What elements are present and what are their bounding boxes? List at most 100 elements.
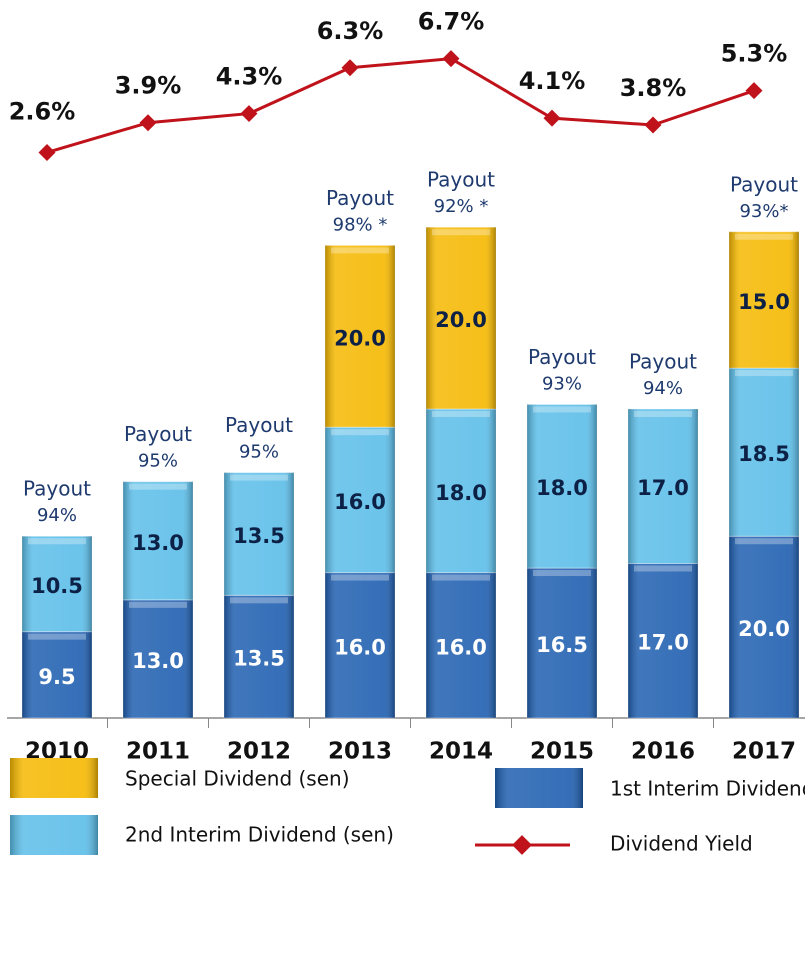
bar-bevel: [634, 410, 692, 417]
bar-shine: [325, 572, 395, 718]
bar-bevel: [28, 633, 86, 640]
data-label: 20.0: [738, 617, 790, 641]
bar-shine: [426, 408, 496, 573]
data-label: 16.0: [435, 635, 487, 659]
payout-label: 98% *: [333, 214, 388, 235]
legend-label: Dividend Yield: [610, 832, 753, 856]
data-label: 18.0: [536, 476, 588, 500]
data-label: 17.0: [637, 631, 689, 655]
payout-word: Payout: [629, 349, 697, 373]
payout-label: 95%: [239, 442, 279, 463]
line-marker: [139, 114, 157, 132]
bar-shine: [325, 427, 395, 573]
line-marker: [644, 116, 662, 134]
bar-bevel: [331, 429, 389, 436]
payout-word: Payout: [124, 422, 192, 446]
line-marker: [38, 143, 56, 161]
yield-label: 6.7%: [418, 8, 485, 36]
legend-shine: [10, 758, 98, 798]
bar-bevel: [230, 597, 288, 604]
data-label: 18.0: [435, 481, 487, 505]
data-label: 20.0: [435, 308, 487, 332]
bar-shine: [729, 536, 799, 718]
line-marker: [341, 59, 359, 77]
bar-bevel: [331, 247, 389, 254]
line-marker: [543, 109, 561, 127]
payout-label: 93%*: [739, 201, 788, 222]
legend-label: 1st Interim Dividend (sen): [610, 777, 805, 801]
bar-bevel: [129, 483, 187, 490]
data-label: 9.5: [38, 665, 75, 689]
yield-label: 6.3%: [317, 17, 384, 45]
data-label: 13.5: [233, 647, 285, 671]
bar-shine: [628, 563, 698, 718]
payout-word: Payout: [730, 172, 798, 196]
bar-bevel: [735, 370, 793, 377]
bar-shine: [729, 231, 799, 369]
data-label: 16.5: [536, 633, 588, 657]
bar-bevel: [432, 410, 490, 417]
bar-bevel: [735, 538, 793, 545]
payout-label: 93%: [542, 373, 582, 394]
bar-shine: [123, 481, 193, 600]
data-label: 13.0: [132, 531, 184, 555]
legend-marker: [512, 835, 532, 855]
payout-word: Payout: [23, 477, 91, 501]
legend-label: 2nd Interim Dividend (sen): [125, 823, 394, 847]
bar-shine: [224, 472, 294, 596]
bar-bevel: [533, 570, 591, 577]
bar-shine: [224, 595, 294, 718]
x-tick-label: 2011: [126, 739, 190, 765]
payout-word: Payout: [326, 186, 394, 210]
data-label: 17.0: [637, 476, 689, 500]
x-tick-label: 2017: [732, 739, 796, 765]
bar-bevel: [432, 229, 490, 236]
data-label: 18.5: [738, 442, 790, 466]
yield-label: 4.3%: [216, 63, 283, 91]
bar-shine: [22, 631, 92, 718]
data-label: 16.0: [334, 635, 386, 659]
data-label: 10.5: [31, 574, 83, 598]
bar-shine: [527, 404, 597, 569]
line-marker: [745, 82, 763, 100]
bar-shine: [527, 568, 597, 718]
x-tick-label: 2012: [227, 739, 291, 765]
line-marker: [240, 105, 258, 123]
bar-bevel: [230, 474, 288, 481]
bar-bevel: [331, 574, 389, 581]
data-label: 13.0: [132, 649, 184, 673]
data-label: 15.0: [738, 290, 790, 314]
payout-word: Payout: [427, 168, 495, 192]
data-label: 20.0: [334, 326, 386, 350]
payout-word: Payout: [528, 345, 596, 369]
x-tick-label: 2014: [429, 739, 493, 765]
bar-bevel: [129, 601, 187, 608]
data-label: 16.0: [334, 490, 386, 514]
bar-bevel: [735, 233, 793, 240]
line-marker: [442, 50, 460, 68]
bar-shine: [123, 599, 193, 718]
legend-shine: [495, 768, 583, 808]
payout-label: 94%: [37, 505, 77, 526]
bar-shine: [426, 227, 496, 409]
bar-shine: [325, 245, 395, 428]
bar-shine: [22, 536, 92, 632]
x-tick-label: 2015: [530, 739, 594, 765]
bar-shine: [729, 368, 799, 537]
payout-label: 95%: [138, 451, 178, 472]
data-label: 13.5: [233, 524, 285, 548]
legend-shine: [10, 815, 98, 855]
yield-label: 4.1%: [519, 67, 586, 95]
payout-label: 92% *: [434, 196, 489, 217]
bar-bevel: [28, 538, 86, 545]
bar-bevel: [634, 565, 692, 572]
bar-shine: [426, 572, 496, 718]
legend-label: Special Dividend (sen): [125, 767, 350, 791]
yield-label: 3.9%: [115, 72, 182, 100]
payout-word: Payout: [225, 413, 293, 437]
yield-label: 3.8%: [620, 74, 687, 102]
line: [46, 57, 755, 154]
bar-bevel: [432, 574, 490, 581]
yield-label: 2.6%: [9, 97, 76, 125]
